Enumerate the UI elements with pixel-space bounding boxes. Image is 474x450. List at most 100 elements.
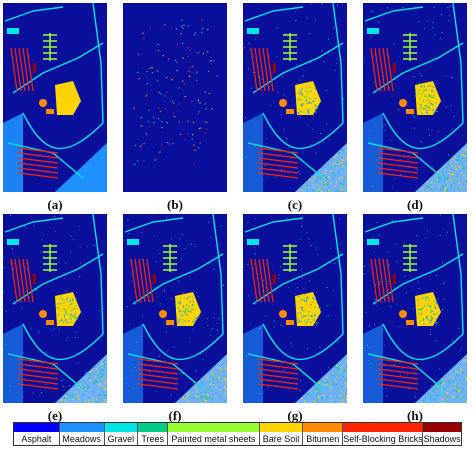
noise-pixel — [459, 368, 461, 370]
legend-swatch — [303, 423, 343, 432]
shadow-patch — [273, 274, 276, 284]
noise-pixel — [319, 346, 321, 348]
noise-pixel — [447, 385, 449, 387]
noise-pixel — [462, 154, 464, 157]
noise-pixel — [405, 292, 407, 294]
noise-pixel — [447, 398, 449, 401]
noise-pixel — [11, 247, 13, 249]
noise-pixel — [84, 372, 86, 374]
noise-pixel — [457, 156, 459, 158]
noise-pixel — [192, 320, 194, 323]
noise-pixel — [253, 145, 255, 147]
legend-swatch — [138, 423, 168, 432]
noise-pixel — [184, 320, 186, 322]
noise-pixel — [296, 307, 298, 309]
roads — [4, 3, 104, 179]
pixel — [194, 31, 197, 34]
noise-pixel — [429, 95, 432, 97]
pixel — [173, 102, 175, 104]
noise-pixel — [329, 138, 331, 140]
noise-pixel — [66, 339, 68, 341]
noise-pixel — [392, 174, 394, 176]
brick-row — [17, 157, 59, 164]
map-image — [243, 3, 347, 192]
noise-pixel — [299, 79, 301, 81]
noise-pixel — [187, 400, 189, 402]
classification-map-h — [363, 214, 467, 403]
pixel — [192, 121, 195, 124]
noise-pixel — [439, 214, 441, 216]
noise-pixel — [300, 99, 302, 101]
noise-pixel — [187, 395, 189, 398]
noise-pixel — [337, 363, 340, 366]
brick-row — [266, 47, 274, 92]
noise-pixel — [421, 298, 423, 300]
noise-pixel — [187, 393, 189, 396]
pixel — [205, 108, 207, 110]
classification-map-e — [3, 214, 107, 403]
noise-pixel — [423, 85, 425, 87]
noise-pixel — [224, 393, 226, 395]
noise-pixel — [444, 75, 446, 77]
classification-map-g — [243, 214, 347, 403]
noise-pixel — [440, 381, 443, 383]
noise-pixel — [459, 389, 462, 392]
noise-pixel — [104, 394, 106, 397]
noise-pixel — [76, 395, 78, 397]
noise-pixel — [436, 306, 438, 308]
noise-pixel — [57, 277, 59, 279]
noise-pixel — [414, 117, 416, 119]
noise-pixel — [144, 365, 146, 367]
pixel — [160, 93, 162, 95]
noise-pixel — [433, 313, 435, 315]
noise-pixel — [429, 397, 432, 399]
noise-pixel — [311, 315, 313, 317]
noise-pixel — [186, 304, 188, 306]
bitumen-patch — [46, 109, 54, 114]
noise-pixel — [3, 256, 5, 258]
noise-pixel — [173, 324, 175, 326]
noise-pixel — [452, 377, 454, 379]
legend-item-trees: Trees — [138, 423, 169, 445]
noise-pixel — [281, 113, 283, 115]
pixel — [133, 108, 135, 111]
noise-pixel — [337, 395, 340, 398]
brick-row — [17, 162, 59, 169]
noise-pixel — [310, 90, 312, 92]
noise-pixel — [430, 181, 433, 183]
noise-pixel — [342, 375, 344, 378]
noise-pixel — [429, 319, 431, 322]
classification-map-c — [243, 3, 347, 192]
gravel-patch — [127, 239, 139, 245]
noise-pixel — [441, 171, 444, 173]
noise-pixel — [344, 382, 346, 384]
noise-pixel — [221, 322, 223, 324]
noise-pixel — [431, 96, 433, 98]
pixel — [171, 100, 174, 103]
noise-pixel — [275, 385, 277, 387]
scene-noise — [363, 6, 463, 188]
noise-pixel — [105, 394, 107, 397]
noise-pixel — [85, 371, 87, 373]
noise-pixel — [315, 394, 318, 396]
noise-pixel — [205, 387, 207, 389]
pixel — [145, 133, 148, 135]
pixel — [189, 75, 191, 78]
noise-pixel — [60, 380, 62, 382]
noise-pixel — [264, 315, 266, 317]
noise-pixel — [165, 331, 167, 333]
noise-pixel — [433, 180, 435, 182]
noise-pixel — [190, 396, 192, 398]
noise-pixel — [345, 398, 347, 400]
pixel — [159, 110, 161, 113]
noise-pixel — [73, 314, 75, 316]
noise-pixel — [195, 369, 197, 371]
noise-pixel — [341, 388, 343, 390]
noise-pixel — [38, 331, 40, 333]
noise-pixel — [223, 386, 226, 388]
noise-pixel — [446, 394, 448, 397]
noise-pixel — [419, 97, 421, 100]
noise-pixel — [245, 156, 247, 158]
noise-pixel — [199, 316, 201, 318]
noise-pixel — [461, 391, 463, 393]
